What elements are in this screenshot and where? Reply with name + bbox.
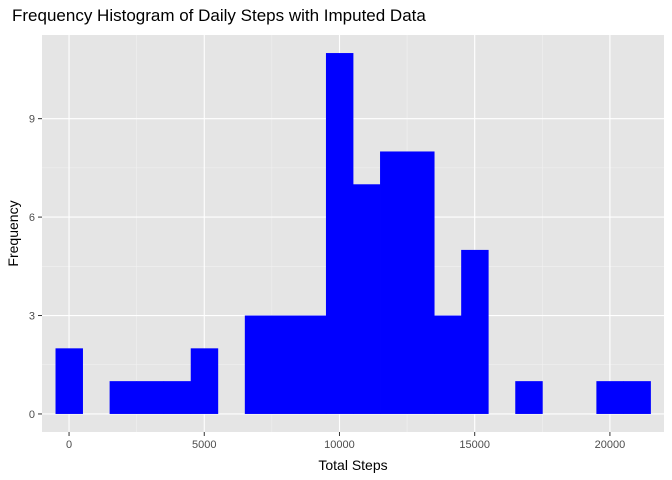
y-tick-label: 3: [29, 311, 35, 323]
histogram-bar: [623, 381, 651, 414]
y-axis-title: Frequency: [5, 200, 21, 266]
chart-title: Frequency Histogram of Daily Steps with …: [12, 6, 426, 25]
x-axis-title: Total Steps: [318, 457, 387, 473]
histogram-bar: [109, 381, 138, 414]
y-tick-label: 0: [29, 409, 35, 421]
histogram-bar: [271, 315, 300, 414]
x-tick-label: 20000: [595, 439, 626, 451]
histogram-bar: [136, 381, 165, 414]
histogram-bar: [596, 381, 624, 414]
x-axis: 0 5000 10000 15000 20000: [66, 432, 625, 451]
histogram-bar: [298, 315, 327, 414]
x-tick-label: 15000: [459, 439, 490, 451]
histogram-bar: [55, 348, 83, 414]
x-tick-label: 10000: [324, 439, 355, 451]
histogram-bar: [434, 315, 462, 414]
y-axis: 0 3 6 9: [29, 114, 42, 421]
histogram-bar: [407, 151, 435, 414]
histogram-bar: [325, 53, 354, 414]
histogram-bars: [55, 53, 651, 414]
x-tick-label: 0: [66, 439, 72, 451]
y-tick-label: 6: [29, 212, 35, 224]
histogram-bar: [244, 315, 273, 414]
histogram-bar: [163, 381, 192, 414]
x-tick-label: 5000: [192, 439, 216, 451]
histogram-bar: [515, 381, 543, 414]
histogram-bar: [353, 184, 381, 414]
histogram-bar: [380, 151, 408, 414]
histogram-bar: [190, 348, 219, 414]
y-tick-label: 9: [29, 114, 35, 126]
histogram-bar: [461, 249, 489, 414]
